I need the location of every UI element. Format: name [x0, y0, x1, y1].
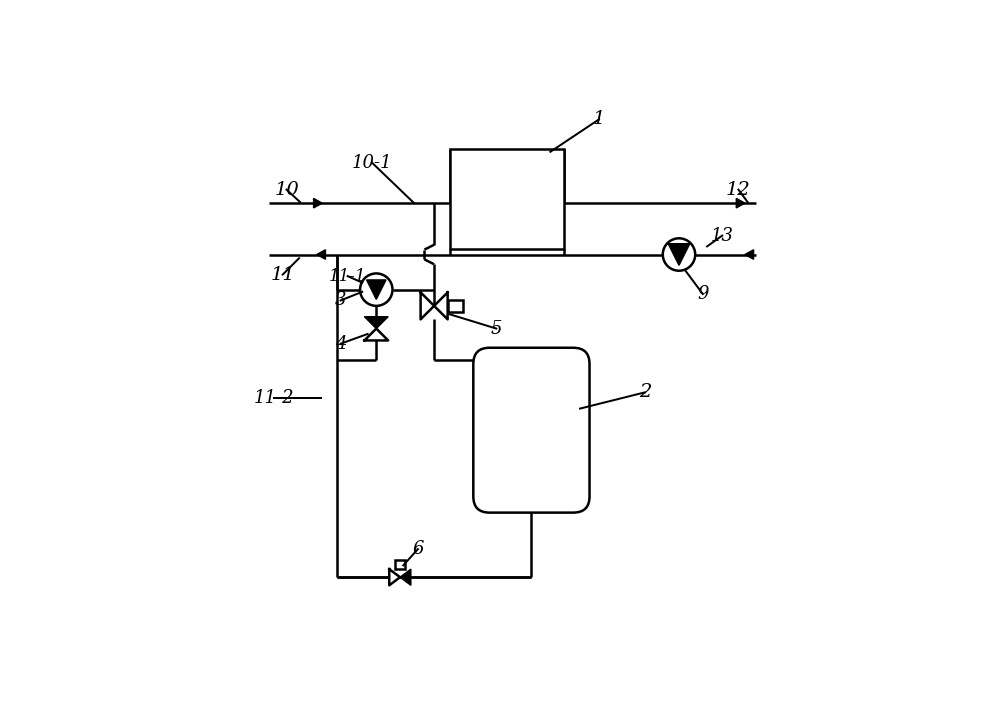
- Bar: [448, 300, 463, 312]
- Text: 11-1: 11-1: [329, 267, 366, 284]
- Circle shape: [360, 274, 393, 306]
- Text: 11: 11: [270, 265, 295, 284]
- Text: 9: 9: [697, 285, 709, 303]
- Text: 10: 10: [274, 180, 299, 199]
- Text: 3: 3: [335, 291, 346, 310]
- Polygon shape: [364, 317, 388, 329]
- Text: 4: 4: [335, 335, 346, 352]
- Text: 6: 6: [412, 540, 424, 558]
- FancyBboxPatch shape: [473, 347, 590, 512]
- Polygon shape: [367, 280, 386, 299]
- Polygon shape: [668, 244, 690, 265]
- Bar: [450, 149, 564, 249]
- Polygon shape: [736, 199, 745, 208]
- Text: 11-2: 11-2: [253, 389, 294, 406]
- Text: 1: 1: [593, 110, 605, 128]
- Bar: [395, 560, 405, 569]
- Polygon shape: [400, 569, 411, 585]
- Polygon shape: [421, 292, 434, 319]
- Text: 2: 2: [639, 383, 651, 402]
- Text: 12: 12: [726, 180, 751, 199]
- Polygon shape: [389, 569, 400, 585]
- Circle shape: [663, 238, 695, 271]
- Text: 10-1: 10-1: [352, 154, 392, 171]
- Text: 5: 5: [491, 319, 502, 338]
- Polygon shape: [314, 199, 322, 208]
- Polygon shape: [317, 250, 325, 259]
- Text: 13: 13: [711, 227, 734, 244]
- Polygon shape: [434, 292, 448, 319]
- Polygon shape: [745, 250, 754, 259]
